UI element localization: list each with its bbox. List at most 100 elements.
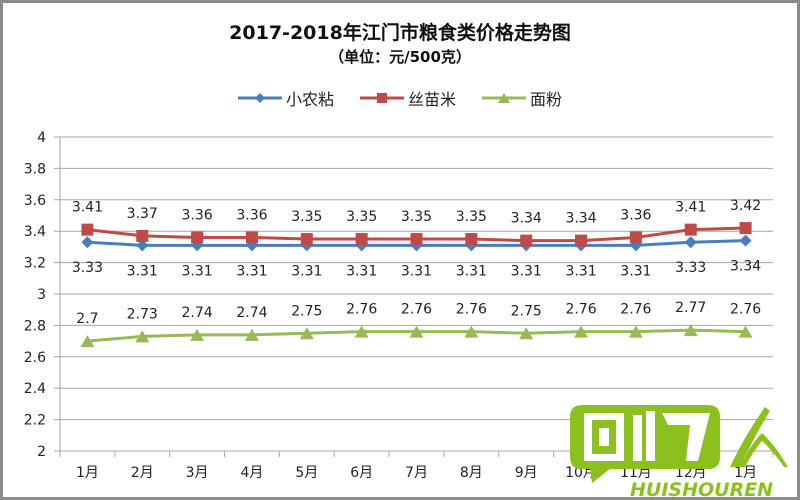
- data-label: 2.75: [291, 303, 322, 319]
- square-marker-icon: [684, 223, 697, 236]
- y-tick-label: 2.2: [24, 413, 46, 429]
- data-label: 3.31: [456, 263, 487, 279]
- data-label: 3.31: [236, 263, 267, 279]
- data-label: 2.76: [346, 302, 377, 318]
- x-tick-label: 2月: [131, 465, 154, 481]
- data-label: 2.76: [565, 302, 596, 318]
- square-marker-icon: [410, 233, 423, 246]
- chart-subtitle: （单位：元/500克）: [329, 48, 471, 66]
- x-tick-label: 6月: [350, 465, 373, 481]
- triangle-marker-icon: [135, 330, 150, 343]
- data-label: 3.33: [72, 260, 103, 276]
- data-label: 2.74: [236, 305, 267, 321]
- data-label: 3.42: [730, 198, 761, 214]
- data-label: 3.34: [565, 211, 596, 227]
- square-marker-icon: [739, 222, 752, 235]
- data-label: 3.36: [620, 207, 651, 223]
- data-label: 3.34: [511, 211, 542, 227]
- data-label: 3.41: [675, 200, 706, 216]
- data-label: 3.31: [620, 263, 651, 279]
- x-tick-label: 7月: [405, 465, 428, 481]
- square-marker-icon: [575, 234, 588, 247]
- square-marker-icon: [300, 233, 313, 246]
- legend-label: 小农粘: [285, 90, 334, 109]
- data-label: 3.31: [401, 263, 432, 279]
- data-label: 2.7: [76, 311, 98, 327]
- data-label: 3.35: [291, 209, 322, 225]
- x-tick-label: 12月: [675, 465, 707, 481]
- data-label: 3.34: [730, 259, 761, 275]
- data-label: 3.36: [236, 207, 267, 223]
- square-marker-icon: [81, 223, 94, 236]
- data-label: 2.76: [456, 302, 487, 318]
- y-tick-label: 3.2: [24, 256, 46, 272]
- y-tick-label: 4: [37, 130, 46, 146]
- square-marker-icon: [191, 231, 204, 244]
- legend-label: 丝苗米: [407, 90, 456, 109]
- data-label: 3.31: [565, 263, 596, 279]
- legend-label: 面粉: [530, 90, 563, 109]
- square-marker-icon: [359, 93, 404, 103]
- triangle-marker-icon: [190, 328, 205, 341]
- y-tick-label: 3.4: [24, 224, 46, 240]
- diamond-marker-icon: [237, 93, 282, 103]
- data-label: 3.37: [127, 206, 158, 222]
- y-tick-label: 3.6: [24, 193, 46, 209]
- y-tick-label: 2: [37, 444, 46, 460]
- data-label: 2.77: [675, 300, 706, 316]
- data-label: 3.35: [346, 209, 377, 225]
- y-tick-label: 2.4: [24, 381, 46, 397]
- data-label: 3.41: [72, 200, 103, 216]
- data-label: 3.31: [182, 263, 213, 279]
- x-tick-label: 10月: [565, 465, 597, 481]
- square-marker-icon: [465, 233, 478, 246]
- y-tick-label: 3: [37, 287, 46, 303]
- square-marker-icon: [136, 229, 149, 242]
- y-tick-label: 2.6: [24, 350, 46, 366]
- data-label: 3.31: [511, 263, 542, 279]
- triangle-marker-icon: [244, 328, 259, 341]
- triangle-marker-icon: [683, 324, 698, 337]
- data-label: 3.31: [346, 263, 377, 279]
- data-label: 3.31: [127, 263, 158, 279]
- x-tick-label: 1月: [76, 465, 99, 481]
- x-tick-label: 9月: [515, 465, 538, 481]
- triangle-marker-icon: [738, 325, 753, 338]
- y-tick-label: 3.8: [24, 161, 46, 177]
- legend: 小农粘 丝苗米 面粉: [0, 86, 800, 110]
- data-label: 3.35: [456, 209, 487, 225]
- legend-item-simiaomi: 丝苗米: [359, 86, 456, 110]
- diamond-marker-icon: [136, 239, 149, 252]
- x-tick-label: 5月: [295, 465, 318, 481]
- triangle-marker-icon: [299, 327, 314, 340]
- legend-item-xiaonongzhan: 小农粘: [237, 86, 334, 110]
- data-label: 2.75: [511, 303, 542, 319]
- x-tick-label: 3月: [186, 465, 209, 481]
- triangle-marker-icon: [519, 327, 534, 340]
- data-label: 3.31: [291, 263, 322, 279]
- data-label: 3.33: [675, 260, 706, 276]
- x-tick-label: 1月: [734, 465, 757, 481]
- x-tick-label: 11月: [620, 465, 652, 481]
- square-marker-icon: [629, 231, 642, 244]
- y-tick-label: 2.8: [24, 318, 46, 334]
- data-label: 2.76: [401, 302, 432, 318]
- triangle-marker-icon: [80, 335, 95, 348]
- data-label: 3.36: [182, 207, 213, 223]
- triangle-marker-icon: [354, 325, 369, 338]
- diamond-marker-icon: [739, 234, 752, 247]
- legend-item-mianfen: 面粉: [482, 86, 562, 110]
- triangle-marker-icon: [482, 93, 526, 103]
- square-marker-icon: [355, 233, 368, 246]
- diamond-marker-icon: [81, 236, 94, 249]
- square-marker-icon: [245, 231, 258, 244]
- triangle-marker-icon: [628, 325, 643, 338]
- data-label: 3.35: [401, 209, 432, 225]
- triangle-marker-icon: [409, 325, 424, 338]
- data-label: 2.76: [730, 302, 761, 318]
- x-tick-label: 4月: [241, 465, 264, 481]
- data-label: 2.74: [182, 305, 213, 321]
- triangle-marker-icon: [574, 325, 589, 338]
- triangle-marker-icon: [464, 325, 479, 338]
